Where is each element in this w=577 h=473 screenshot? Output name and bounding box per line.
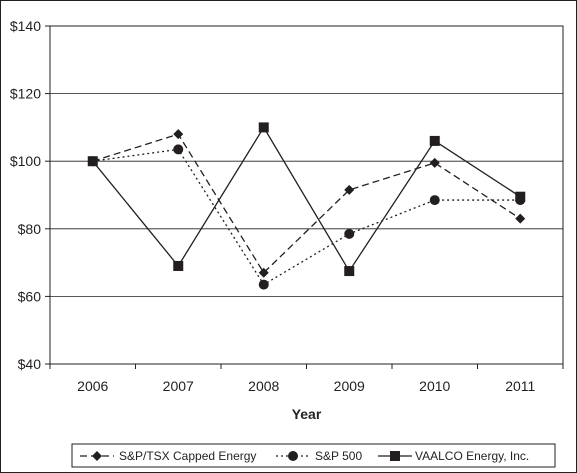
y-tick-label: $60 xyxy=(18,288,42,304)
x-tick-label: 2008 xyxy=(248,378,279,394)
y-axis-ticks: $40 $60 $80 $100 $120 $140 xyxy=(10,18,50,372)
legend: S&P/TSX Capped Energy S&P 500 VAALCO Energ… xyxy=(71,443,556,468)
y-tick-label: $80 xyxy=(18,221,42,237)
x-tick-label: 2007 xyxy=(163,378,194,394)
data-point-square xyxy=(429,135,440,146)
data-point-circle xyxy=(429,195,440,206)
series-line xyxy=(92,133,521,274)
data-point-square xyxy=(344,266,355,277)
series-line xyxy=(92,126,521,273)
data-point-diamond xyxy=(515,213,526,224)
data-point-diamond xyxy=(258,267,269,278)
legend-marker-diamond xyxy=(92,451,102,461)
legend-box xyxy=(71,443,556,468)
data-point-circle xyxy=(258,279,269,290)
x-tick-label: 2011 xyxy=(505,378,535,394)
plot-area xyxy=(49,25,564,365)
series-layer xyxy=(87,122,526,290)
legend-label: VAALCO Energy, Inc. xyxy=(415,449,529,463)
series-diamond xyxy=(87,129,526,278)
x-axis-title: Year xyxy=(292,406,322,422)
data-point-square xyxy=(258,122,269,133)
x-tick-label: 2010 xyxy=(419,378,450,394)
legend-marker-circle xyxy=(288,451,298,461)
y-tick-label: $120 xyxy=(10,86,41,102)
data-point-diamond xyxy=(429,157,440,168)
series-square xyxy=(87,122,526,277)
x-tick-label: 2006 xyxy=(77,378,108,394)
legend-marker-square xyxy=(390,451,400,461)
data-point-circle xyxy=(173,144,184,155)
legend-label: S&P 500 xyxy=(315,449,362,463)
x-axis-ticks: 2006 2007 2008 2009 2010 2011 xyxy=(49,364,564,394)
series-circle xyxy=(87,144,526,290)
series-line xyxy=(92,148,521,286)
data-point-circle xyxy=(344,228,355,239)
y-tick-label: $40 xyxy=(18,356,42,372)
data-point-diamond xyxy=(344,184,355,195)
y-tick-label: $140 xyxy=(10,18,41,34)
legend-entry: S&P/TSX Capped Energy xyxy=(80,449,256,463)
y-tick-label: $100 xyxy=(10,153,41,169)
data-point-square xyxy=(515,191,526,202)
data-point-square xyxy=(173,260,184,271)
legend-entry: S&P 500 xyxy=(276,449,362,463)
data-point-square xyxy=(87,156,98,167)
grid-layer xyxy=(50,25,563,365)
data-point-diamond xyxy=(173,129,184,140)
x-tick-label: 2009 xyxy=(334,378,365,394)
legend-entry: VAALCO Energy, Inc. xyxy=(378,449,529,463)
legend-label: S&P/TSX Capped Energy xyxy=(119,449,256,463)
